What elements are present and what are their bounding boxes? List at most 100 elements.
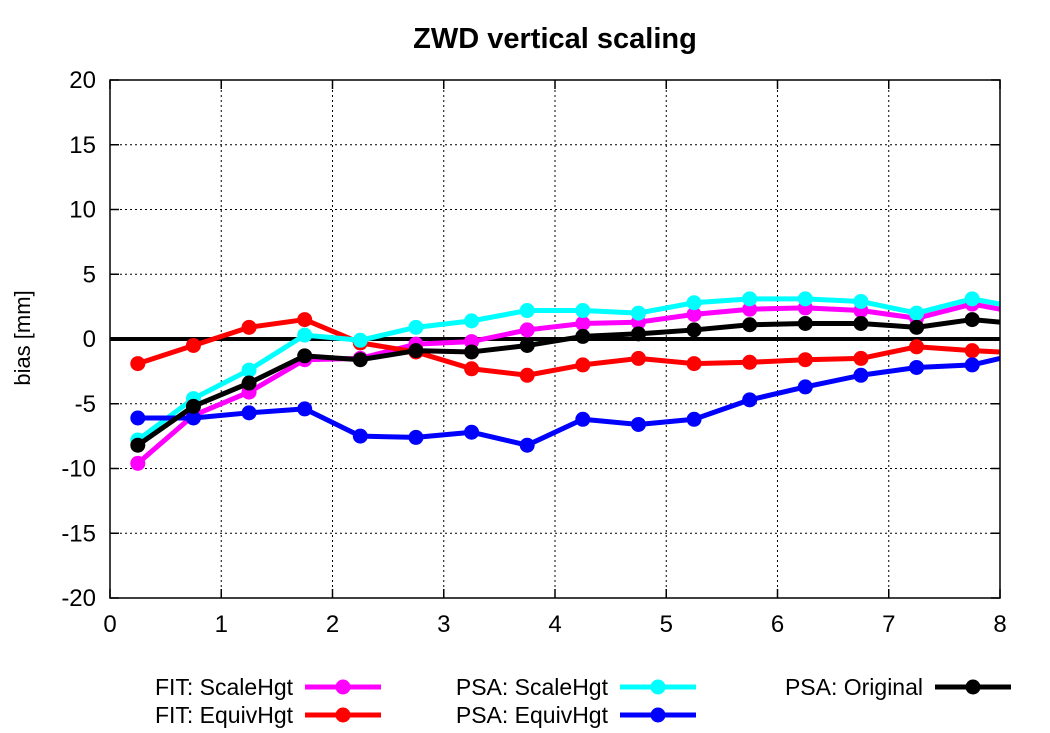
- y-tick-label: -20: [61, 585, 96, 612]
- data-point: [464, 334, 480, 350]
- data-point: [797, 379, 813, 395]
- legend-entry: FIT: EquivHgt: [155, 702, 381, 728]
- data-point: [297, 401, 313, 417]
- data-point: [519, 303, 535, 319]
- data-point: [686, 322, 702, 338]
- data-point: [909, 359, 925, 375]
- data-point: [797, 291, 813, 307]
- data-point: [797, 352, 813, 368]
- data-point: [909, 305, 925, 321]
- plot-series: [130, 291, 1000, 471]
- data-point: [575, 315, 591, 331]
- data-point: [241, 375, 257, 391]
- data-point: [797, 315, 813, 331]
- legend-label: FIT: ScaleHgt: [155, 674, 294, 700]
- data-point: [519, 367, 535, 383]
- legend-swatch-marker: [650, 679, 666, 695]
- chart-title: ZWD vertical scaling: [413, 23, 697, 55]
- data-point: [853, 293, 869, 309]
- data-point: [742, 291, 758, 307]
- legend-swatch-marker: [965, 679, 981, 695]
- data-point: [464, 424, 480, 440]
- data-point: [408, 343, 424, 359]
- series-line: [137, 317, 1000, 378]
- data-point: [352, 332, 368, 348]
- data-point: [742, 354, 758, 370]
- x-tick-label: 7: [882, 611, 895, 638]
- y-tick-label: -15: [61, 520, 96, 547]
- legend-swatch-marker: [335, 707, 351, 723]
- y-tick-label: 10: [69, 197, 96, 224]
- data-point: [241, 319, 257, 335]
- data-point: [686, 356, 702, 372]
- data-point: [464, 313, 480, 329]
- legend-label: PSA: ScaleHgt: [456, 674, 609, 700]
- data-point: [853, 350, 869, 366]
- legend-entry: PSA: ScaleHgt: [456, 674, 696, 700]
- data-point: [352, 428, 368, 444]
- x-tick-label: 5: [660, 611, 673, 638]
- series-line: [136, 301, 1000, 466]
- data-point: [853, 367, 869, 383]
- data-point: [964, 291, 980, 307]
- y-tick-label: 0: [83, 326, 96, 353]
- series-psa-equivhgt: [130, 355, 1000, 453]
- x-tick-label: 4: [548, 611, 561, 638]
- data-point: [130, 356, 146, 372]
- data-point: [630, 350, 646, 366]
- data-point: [352, 352, 368, 368]
- data-point: [519, 437, 535, 453]
- data-point: [909, 339, 925, 355]
- legend-label: FIT: EquivHgt: [155, 702, 294, 728]
- x-tick-label: 2: [326, 611, 339, 638]
- data-point: [575, 328, 591, 344]
- data-point: [630, 416, 646, 432]
- data-point: [130, 410, 146, 426]
- data-point: [297, 348, 313, 364]
- data-point: [686, 411, 702, 427]
- x-tick-label: 3: [437, 611, 450, 638]
- data-point: [964, 357, 980, 373]
- legend-entry: PSA: Original: [785, 674, 1011, 700]
- data-point: [575, 411, 591, 427]
- data-point: [241, 405, 257, 421]
- legend-entry: FIT: ScaleHgt: [155, 674, 381, 700]
- data-point: [686, 306, 702, 322]
- legend-entry: PSA: EquivHgt: [456, 702, 696, 728]
- x-tick-label: 0: [103, 611, 116, 638]
- y-axis-label: bias [mm]: [10, 290, 35, 385]
- y-tick-label: 15: [69, 132, 96, 159]
- data-point: [909, 319, 925, 335]
- legend-label: PSA: EquivHgt: [456, 702, 609, 728]
- data-point: [464, 344, 480, 360]
- data-point: [185, 410, 201, 426]
- data-point: [464, 361, 480, 377]
- data-point: [964, 312, 980, 328]
- data-point: [630, 326, 646, 342]
- data-point: [742, 301, 758, 317]
- data-point: [241, 362, 257, 378]
- data-point: [575, 303, 591, 319]
- data-point: [742, 392, 758, 408]
- grid: [110, 80, 1000, 598]
- data-point: [686, 295, 702, 311]
- axis-ticks: 0 1 2 3 4 5 6 7 8 -20 -15 -10 -5 0 5 10 15 20: [61, 67, 1006, 638]
- data-point: [964, 343, 980, 359]
- data-point: [408, 429, 424, 445]
- data-point: [130, 437, 146, 453]
- data-point: [575, 357, 591, 373]
- y-tick-label: 5: [83, 261, 96, 288]
- data-point: [185, 337, 201, 353]
- y-tick-label: 20: [69, 67, 96, 94]
- y-tick-label: -10: [61, 456, 96, 483]
- data-point: [853, 315, 869, 331]
- data-point: [519, 322, 535, 338]
- data-point: [408, 319, 424, 335]
- data-point: [185, 398, 201, 414]
- data-point: [297, 327, 313, 343]
- legend-label: PSA: Original: [785, 674, 923, 700]
- x-tick-label: 1: [215, 611, 228, 638]
- data-point: [742, 317, 758, 333]
